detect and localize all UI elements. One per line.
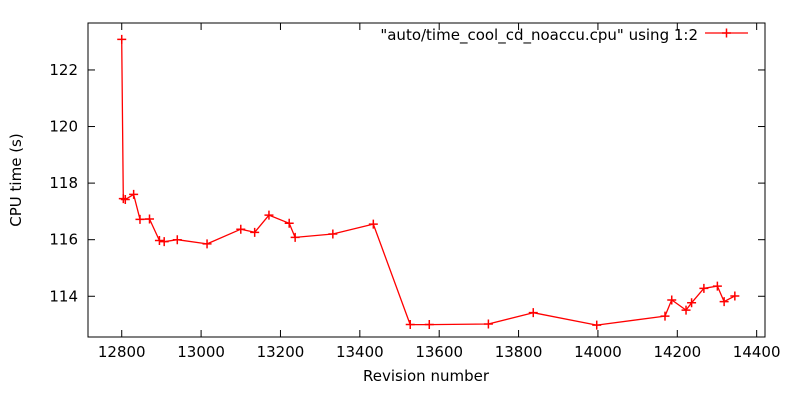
x-tick-label: 14200 <box>653 343 701 361</box>
point-marker <box>528 308 538 318</box>
point-marker <box>424 320 434 330</box>
point-marker <box>405 320 415 330</box>
y-tick-label: 122 <box>49 61 78 79</box>
point-marker <box>172 235 182 245</box>
x-tick-label: 13600 <box>415 343 463 361</box>
point-marker <box>730 291 740 301</box>
point-marker <box>159 237 169 247</box>
y-tick-label: 116 <box>49 231 78 249</box>
series-line <box>121 39 736 326</box>
point-marker <box>118 194 128 204</box>
point-marker <box>154 236 164 246</box>
legend-entry-label: "auto/time_cool_cd_noaccu.cpu" using 1:2 <box>380 26 698 44</box>
point-marker <box>712 281 722 291</box>
point-marker <box>202 239 212 249</box>
plot-border <box>87 22 766 338</box>
y-tick-label: 120 <box>49 118 78 136</box>
y-tick-label: 114 <box>49 287 78 305</box>
point-marker <box>699 283 709 293</box>
y-tick-label: 118 <box>49 174 78 192</box>
x-tick-label: 13800 <box>495 343 543 361</box>
x-tick-label: 12800 <box>98 343 146 361</box>
x-tick-label: 13000 <box>177 343 225 361</box>
x-tick-label: 14400 <box>733 343 781 361</box>
point-marker <box>719 297 729 307</box>
point-marker <box>236 224 246 234</box>
point-marker <box>687 298 697 308</box>
point-marker <box>264 210 274 220</box>
point-marker <box>290 232 300 242</box>
x-tick-label: 13200 <box>257 343 305 361</box>
legend-sample-marker <box>722 28 731 38</box>
point-marker <box>667 295 677 305</box>
point-marker <box>660 311 670 321</box>
x-tick-label: 14000 <box>574 343 622 361</box>
x-tick-label: 13400 <box>336 343 384 361</box>
point-marker <box>681 305 691 315</box>
point-marker <box>135 214 145 224</box>
y-axis-title: CPU time (s) <box>7 133 25 227</box>
point-marker <box>129 189 139 199</box>
x-axis-title: Revision number <box>363 367 489 385</box>
point-marker <box>145 214 155 224</box>
point-marker <box>120 195 130 205</box>
point-marker <box>368 219 378 229</box>
point-marker <box>284 218 294 228</box>
point-marker <box>483 319 493 329</box>
point-marker <box>250 227 260 237</box>
point-marker <box>117 34 127 44</box>
point-marker <box>592 320 602 330</box>
point-marker <box>328 229 338 239</box>
